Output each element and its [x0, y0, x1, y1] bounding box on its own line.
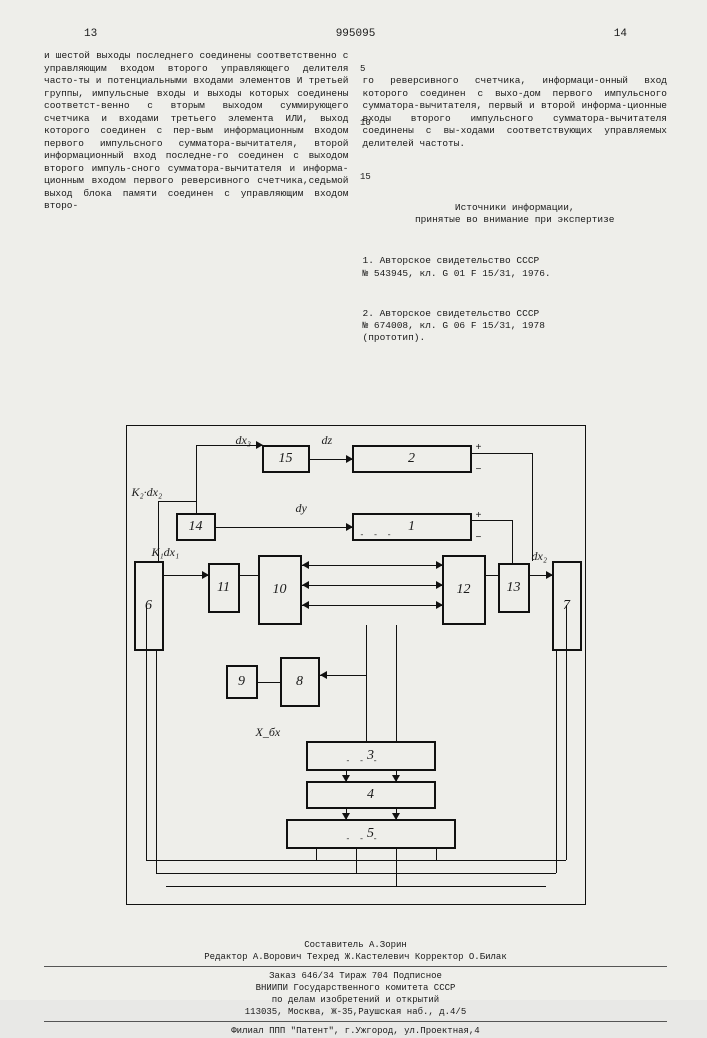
footer-line5: по делам изобретений и открытий: [44, 994, 667, 1006]
label-xbx: X_бx: [256, 725, 281, 740]
footer-line2: Редактор А.Ворович Техред Ж.Кастелевич К…: [44, 951, 667, 963]
footer: Составитель А.Зорин Редактор А.Ворович Т…: [44, 939, 667, 1038]
ref-item-2: 2. Авторское свидетельство СССР № 674008…: [363, 308, 668, 345]
block-12: 12: [442, 555, 486, 625]
block-5: 5: [286, 819, 456, 849]
label-dz: dz: [322, 433, 333, 448]
block-3: 3: [306, 741, 436, 771]
right-column-text: го реверсивного счетчика, информаци-онны…: [363, 75, 668, 150]
minus-1: −: [476, 465, 482, 476]
block-9: 9: [226, 665, 258, 699]
footer-line7: Филиал ППП "Патент", г.Ужгород, ул.Проек…: [44, 1025, 667, 1037]
circuit-diagram: 15 2 + − 14 1 + − 6 7 11 10 12 13 9 8 3 …: [96, 405, 616, 925]
doc-number: 995095: [336, 28, 376, 40]
block-10: 10: [258, 555, 302, 625]
label-dy: dy: [296, 501, 307, 516]
footer-line1: Составитель А.Зорин: [44, 939, 667, 951]
footer-line6: 113035, Москва, Ж-35,Раушская наб., д.4/…: [44, 1006, 667, 1018]
minus-2: −: [476, 533, 482, 544]
block-2: 2: [352, 445, 472, 473]
footer-line4: ВНИИПИ Государственного комитета СССР: [44, 982, 667, 994]
line-numbers: 5 10 15: [360, 64, 371, 182]
label-k2dx2: K₂·dx₂: [132, 485, 163, 500]
page-num-left: 13: [84, 28, 97, 40]
block-14: 14: [176, 513, 216, 541]
block-15: 15: [262, 445, 310, 473]
block-13: 13: [498, 563, 530, 613]
right-column: го реверсивного счетчика, информаци-онны…: [363, 50, 668, 395]
footer-line3: Заказ 646/34 Тираж 704 Подписное: [44, 970, 667, 982]
references: Источники информации, принятые во вниман…: [363, 175, 668, 369]
left-column: и шестой выходы последнего соединены соо…: [44, 50, 349, 395]
page-num-right: 14: [614, 28, 627, 40]
block-6: 6: [134, 561, 164, 651]
label-k1dx1: K₁dx₁: [152, 545, 180, 560]
block-8: 8: [280, 657, 320, 707]
label-dx2: dx₂: [532, 549, 548, 564]
ref-item-1: 1. Авторское свидетельство СССР № 543945…: [363, 255, 668, 280]
ref-heading: Источники информации, принятые во вниман…: [363, 202, 668, 227]
block-4: 4: [306, 781, 436, 809]
block-11: 11: [208, 563, 240, 613]
